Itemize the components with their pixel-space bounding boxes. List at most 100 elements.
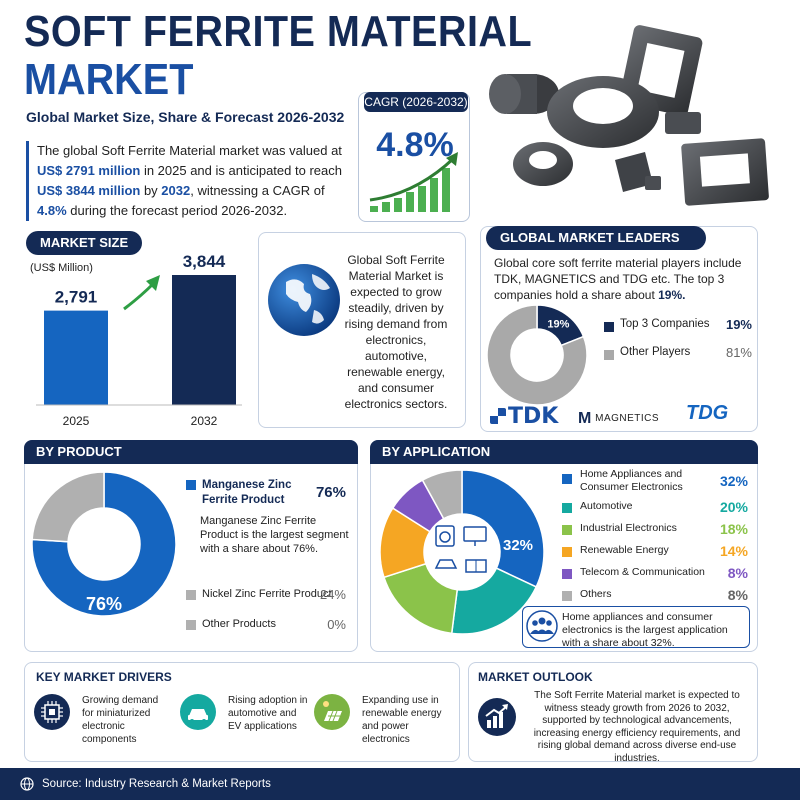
source-text: Source: Industry Research & Market Repor… — [42, 778, 271, 790]
legend-value: 14% — [719, 543, 748, 559]
summary-year: 2032 — [161, 183, 191, 198]
washing-machine-icon — [435, 525, 455, 547]
solar-panel-icon — [314, 694, 350, 730]
legend-swatch — [562, 474, 572, 484]
legend-label: Manganese Zinc Ferrite Product — [202, 479, 292, 506]
outlook-label: MARKET OUTLOOK — [478, 670, 593, 684]
globe-icon — [268, 264, 340, 336]
legend-label: Top 3 Companies — [620, 318, 710, 330]
legend-label: Industrial Electronics — [580, 522, 677, 534]
market-size-bar-chart: 2,791 2025 3,844 2032 — [36, 252, 242, 428]
slice-label: 19% — [547, 319, 569, 331]
bar-category-label: 2032 — [191, 414, 218, 428]
growth-bars-icon — [369, 152, 458, 212]
drivers-label: KEY MARKET DRIVERS — [36, 670, 172, 684]
legend-value: 8% — [727, 587, 748, 603]
product-donut-chart: 76% — [31, 471, 177, 617]
outlook-card — [468, 662, 758, 762]
tdk-logo-mark — [490, 408, 506, 424]
legend-value: 20% — [719, 499, 748, 515]
legend-swatch — [562, 525, 572, 535]
slice-other-players — [486, 304, 588, 406]
application-label: BY APPLICATION — [370, 440, 758, 464]
slice-others — [421, 469, 463, 520]
market-size-unit: (US$ Million) — [30, 262, 93, 274]
leaders-label: GLOBAL MARKET LEADERS — [486, 226, 706, 250]
tdk-logo-text: TDK — [508, 404, 559, 429]
summary-part: The global Soft Ferrite Material market … — [37, 143, 342, 158]
bar-2032 — [172, 275, 236, 405]
tdk-logo: TDK — [490, 404, 558, 429]
summary-text: The global Soft Ferrite Material market … — [26, 141, 356, 221]
cagr-label: CAGR (2026-2032) — [364, 92, 468, 112]
legend-swatch — [604, 322, 614, 332]
product-label: BY PRODUCT — [24, 440, 358, 464]
legend-value: 81% — [725, 345, 752, 360]
appliance-icons — [434, 525, 487, 573]
leaders-text-2: The top 3 companies hold a share about — [494, 272, 725, 302]
legend-label: Renewable Energy — [580, 544, 669, 556]
car-icon — [180, 694, 216, 730]
magnetics-logo: M MAGNETICS — [578, 410, 659, 428]
legend-value: 0% — [327, 617, 346, 632]
legend-swatch — [562, 547, 572, 557]
legend-value: 18% — [719, 521, 748, 537]
legend-label: Nickel Zinc Ferrite Product — [202, 588, 332, 600]
bar-value-label: 2,791 — [55, 288, 98, 307]
driver-text-3: Expanding use in renewable energy and po… — [362, 695, 442, 745]
market-size-chart: 2,791 2025 3,844 2032 — [36, 245, 242, 435]
legend-swatch — [186, 480, 196, 490]
leaders-donut-chart: 19% — [486, 304, 588, 406]
application-donut-chart: 32% — [379, 469, 545, 635]
summary-part: in 2025 and is anticipated to reach — [140, 163, 342, 178]
legend-swatch — [562, 503, 572, 513]
growth-arrow-icon — [123, 281, 156, 311]
driver-text-1: Growing demand for miniaturized electron… — [82, 695, 159, 745]
car-icon — [434, 559, 458, 569]
cagr-value: 4.8% — [376, 126, 454, 164]
globe-description: Global Soft Ferrite Material Market is e… — [344, 253, 448, 411]
summary-value-2032: US$ 3844 million — [37, 183, 141, 198]
legend-label: Other Products — [202, 618, 276, 630]
growth-arrow-head — [146, 275, 160, 291]
leaders-text: Global core soft ferrite material player… — [494, 255, 752, 303]
bar-value-label: 3,844 — [183, 252, 226, 271]
legend-label: Other Players — [620, 346, 691, 358]
source-footer: Source: Industry Research & Market Repor… — [0, 768, 800, 800]
product-description: Manganese Zinc Ferrite Product is the la… — [200, 515, 349, 555]
market-size-label: MARKET SIZE — [26, 231, 143, 255]
drivers-card — [24, 662, 460, 762]
chip-icon — [34, 694, 70, 730]
slice-home-appliances-and-consumer-electronics — [461, 469, 545, 588]
legend-value: 32% — [719, 473, 748, 489]
bar-2025 — [44, 310, 108, 405]
monitor-icon — [463, 526, 487, 542]
slice-label: 76% — [86, 594, 122, 614]
magnetics-logo-text: MAGNETICS — [595, 413, 660, 424]
outlook-text: The Soft Ferrite Material market is expe… — [533, 690, 741, 764]
page-title-line2: MARKET — [24, 55, 194, 104]
legend-swatch — [186, 620, 196, 630]
legend-value: 24% — [319, 587, 346, 602]
leaders-top3-share: 19%. — [658, 288, 686, 302]
tdg-logo: TDG — [686, 402, 729, 424]
slice-label: 32% — [503, 537, 533, 554]
summary-part: by — [140, 183, 162, 198]
legend-value: 76% — [315, 484, 346, 501]
page-title-line1: SOFT FERRITE MATERIAL — [24, 7, 533, 56]
slice-nickel-zinc-ferrite-product — [31, 471, 105, 543]
bar-category-label: 2025 — [63, 414, 90, 428]
growth-chart-icon — [478, 698, 516, 736]
slice-manganese-zinc-ferrite-product — [31, 471, 177, 617]
summary-value-2025: US$ 2791 million — [37, 163, 141, 178]
legend-value: 19% — [725, 317, 752, 332]
legend-swatch — [604, 350, 614, 360]
magnetics-logo-mark: M — [578, 410, 592, 427]
legend-swatch — [562, 591, 572, 601]
ferrite-cores-image — [489, 25, 769, 206]
legend-swatch — [562, 569, 572, 579]
legend-label: Others — [580, 588, 612, 600]
legend-label: Home Appliances and Consumer Electronics — [580, 468, 683, 493]
summary-part: during the forecast period 2026-2032. — [66, 203, 288, 218]
page-subtitle: Global Market Size, Share & Forecast 202… — [26, 109, 345, 125]
